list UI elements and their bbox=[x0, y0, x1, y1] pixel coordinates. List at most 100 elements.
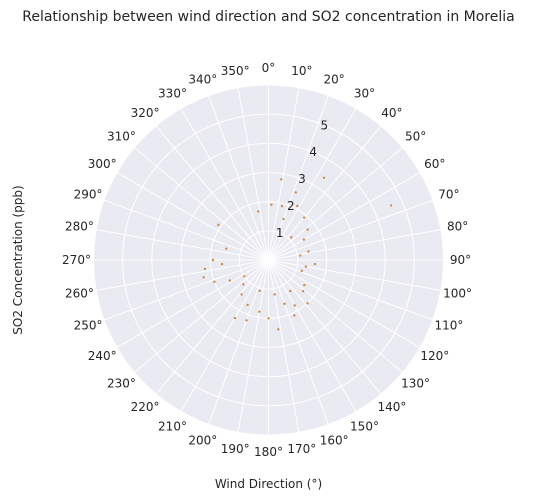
theta-tick-label: 280° bbox=[65, 220, 94, 234]
theta-tick-label: 150° bbox=[350, 419, 379, 433]
data-point bbox=[203, 267, 207, 271]
data-point bbox=[300, 269, 303, 273]
data-point bbox=[293, 314, 296, 317]
theta-tick-label: 70° bbox=[438, 187, 459, 201]
data-point bbox=[280, 178, 283, 181]
data-point bbox=[258, 310, 261, 313]
x-axis-label: Wind Direction (°) bbox=[215, 477, 322, 491]
theta-tick-label: 30° bbox=[354, 87, 375, 101]
grid-spoke bbox=[96, 259, 269, 291]
data-point bbox=[273, 293, 276, 296]
theta-tick-label: 300° bbox=[88, 157, 117, 171]
polar-grid bbox=[93, 84, 444, 436]
grid-spoke bbox=[208, 259, 269, 425]
data-point bbox=[313, 262, 317, 266]
theta-tick-label: 340° bbox=[188, 73, 217, 87]
grid-spoke bbox=[268, 108, 357, 261]
data-point bbox=[302, 216, 306, 219]
theta-tick-label: 40° bbox=[381, 106, 402, 120]
grid-spoke bbox=[208, 95, 269, 261]
grid-spoke bbox=[268, 229, 441, 261]
grid-spoke bbox=[268, 125, 382, 261]
theta-tick-label: 180° bbox=[254, 445, 283, 459]
data-point bbox=[294, 191, 298, 194]
theta-tick-label: 110° bbox=[434, 319, 463, 333]
theta-tick-label: 50° bbox=[405, 130, 426, 144]
theta-tick-label: 260° bbox=[65, 286, 94, 300]
data-point bbox=[289, 236, 293, 239]
data-point bbox=[228, 279, 232, 282]
grid-spoke bbox=[268, 199, 434, 261]
theta-tick-label: 130° bbox=[401, 376, 430, 390]
grid-spoke bbox=[180, 259, 269, 412]
theta-tick-label: 140° bbox=[377, 400, 406, 414]
theta-tick-label: 350° bbox=[221, 64, 250, 78]
theta-tick-label: 100° bbox=[443, 286, 472, 300]
theta-tick-label: 160° bbox=[320, 433, 349, 447]
grid-spoke bbox=[237, 259, 269, 433]
data-point bbox=[243, 275, 246, 278]
data-point bbox=[211, 258, 215, 262]
data-point bbox=[299, 254, 302, 257]
r-tick-label: 2 bbox=[287, 199, 295, 213]
data-point bbox=[304, 265, 308, 268]
grid-spoke bbox=[155, 125, 269, 261]
data-point bbox=[306, 302, 309, 305]
theta-tick-label: 310° bbox=[107, 130, 136, 144]
grid-spoke bbox=[268, 87, 300, 261]
grid-spoke bbox=[116, 259, 269, 348]
grid-spoke bbox=[268, 259, 300, 433]
grid-spoke bbox=[268, 259, 329, 425]
grid-spoke bbox=[134, 147, 269, 261]
data-point bbox=[233, 316, 237, 320]
data-point bbox=[302, 238, 306, 241]
grid-spoke bbox=[134, 259, 269, 373]
theta-tick-label: 0° bbox=[262, 61, 276, 75]
r-tick-label: 1 bbox=[276, 226, 284, 240]
data-point bbox=[296, 204, 299, 208]
grid-spoke bbox=[268, 95, 329, 261]
data-point bbox=[283, 302, 286, 306]
data-points bbox=[202, 176, 393, 331]
data-point bbox=[240, 293, 243, 296]
theta-tick-label: 240° bbox=[88, 349, 117, 363]
theta-tick-label: 120° bbox=[420, 349, 449, 363]
grid-spoke bbox=[237, 87, 269, 261]
data-point bbox=[202, 276, 205, 279]
grid-spoke bbox=[268, 259, 403, 373]
data-point bbox=[282, 217, 285, 221]
angular-tick-labels: 0° 10°20°30°40°50°60°70°80°90°100°110°120… bbox=[62, 61, 472, 459]
data-point bbox=[322, 176, 326, 179]
data-point bbox=[307, 250, 310, 253]
data-point bbox=[246, 303, 249, 307]
r-tick-label: 3 bbox=[298, 172, 306, 186]
data-point bbox=[242, 283, 245, 286]
theta-tick-label: 170° bbox=[287, 442, 316, 456]
data-point bbox=[306, 228, 309, 231]
y-axis-label: SO2 Concentration (ppb) bbox=[11, 185, 25, 334]
data-point bbox=[303, 283, 306, 287]
theta-tick-label: 320° bbox=[131, 106, 160, 120]
theta-tick-label: 270° bbox=[62, 253, 91, 267]
grid-spoke bbox=[268, 259, 357, 412]
grid-spoke bbox=[268, 259, 434, 321]
grid-spoke bbox=[180, 108, 269, 261]
theta-tick-label: 200° bbox=[188, 433, 217, 447]
theta-tick-label: 220° bbox=[131, 400, 160, 414]
grid-spoke bbox=[103, 199, 269, 261]
data-point bbox=[213, 280, 216, 284]
theta-tick-label: 330° bbox=[158, 87, 187, 101]
grid-spoke bbox=[96, 229, 269, 261]
r-tick-label: 4 bbox=[309, 145, 317, 159]
theta-tick-label: 10° bbox=[291, 64, 312, 78]
grid-spoke bbox=[268, 259, 421, 348]
theta-tick-label: 290° bbox=[74, 187, 103, 201]
data-point bbox=[225, 247, 228, 250]
theta-tick-label: 230° bbox=[107, 376, 136, 390]
grid-spoke bbox=[116, 172, 269, 261]
data-point bbox=[289, 289, 292, 293]
data-point bbox=[280, 205, 284, 208]
theta-tick-label: 210° bbox=[158, 419, 187, 433]
data-point bbox=[293, 304, 296, 307]
